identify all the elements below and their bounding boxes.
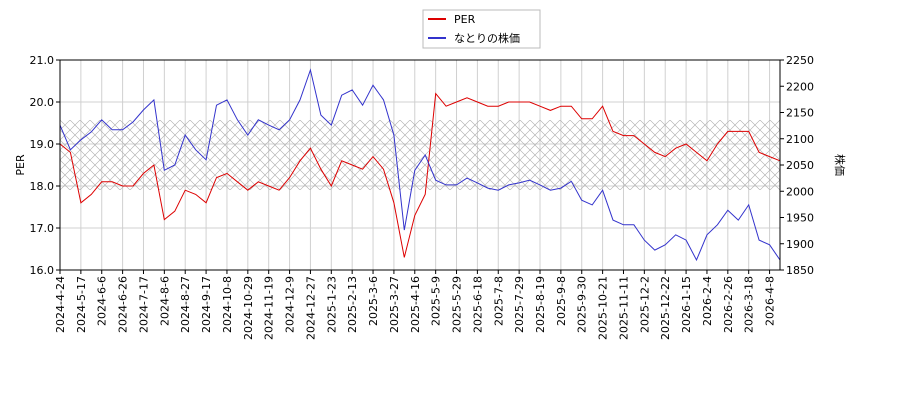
y2-tick-label: 2200 xyxy=(786,80,814,93)
y2-axis-label: 株価 xyxy=(833,154,847,176)
x-tick-label: 2024-10-29 xyxy=(242,276,255,340)
x-tick-label: 2024-12-27 xyxy=(304,276,317,340)
x-tick-label: 2024-4-24 xyxy=(54,276,67,333)
axes: 16.0 17.0 18.0 19.0 20.0 21.0 1850 1900 1950 2000… xyxy=(30,54,815,340)
legend-label: なとりの株価 xyxy=(454,31,520,45)
x-tick-label: 2025-5-29 xyxy=(451,276,464,333)
x-tick-label: 2025-8-19 xyxy=(534,276,547,333)
x-tick-label: 2025-9-30 xyxy=(576,276,589,333)
y-tick-label: 19.0 xyxy=(30,138,55,151)
lines xyxy=(59,68,781,262)
y2-tick-label: 1900 xyxy=(786,238,814,251)
y2-tick-label: 1850 xyxy=(786,264,814,277)
hatched-band xyxy=(60,120,780,190)
x-tick-label: 2025-12-2 xyxy=(638,276,651,333)
y-axis-label: PER xyxy=(14,154,27,176)
x-tick-label: 2024-11-19 xyxy=(263,276,276,340)
y2-tick-label: 2050 xyxy=(786,159,814,172)
x-tick-label: 2025-7-8 xyxy=(492,276,505,326)
y2-tick-label: 2150 xyxy=(786,107,814,120)
x-tick-label: 2024-8-27 xyxy=(179,276,192,333)
x-tick-label: 2026-2-4 xyxy=(701,276,714,326)
y-tick-label: 21.0 xyxy=(30,54,55,67)
x-tick-label: 2024-9-17 xyxy=(200,276,213,333)
x-tick-label: 2025-7-29 xyxy=(513,276,526,333)
x-tick-label: 2024-10-8 xyxy=(221,276,234,333)
y-tick-label: 18.0 xyxy=(30,180,55,193)
x-tick-label: 2025-10-21 xyxy=(597,276,610,340)
x-tick-label: 2026-4-8 xyxy=(764,276,777,326)
x-tick-label: 2025-11-11 xyxy=(617,276,630,340)
x-tick-label: 2026-2-26 xyxy=(722,276,735,333)
x-tick-label: 2025-1-23 xyxy=(325,276,338,333)
x-tick-label: 2025-2-13 xyxy=(346,276,359,333)
x-tick-label: 2024-6-6 xyxy=(96,276,109,326)
y2-tick-label: 2250 xyxy=(786,54,814,67)
x-tick-label: 2025-3-27 xyxy=(388,276,401,333)
y2-tick-label: 2000 xyxy=(786,185,814,198)
x-tick-label: 2026-3-18 xyxy=(743,276,756,333)
x-tick-label: 2025-6-18 xyxy=(471,276,484,333)
y2-tick-label: 2100 xyxy=(786,133,814,146)
legend-box xyxy=(422,9,541,49)
y-tick-label: 16.0 xyxy=(30,264,55,277)
x-tick-label: 2026-1-15 xyxy=(680,276,693,333)
x-tick-label: 2024-7-17 xyxy=(137,276,150,333)
y2-tick-label: 1950 xyxy=(786,212,814,225)
legend-label: PER xyxy=(454,13,476,26)
series-line xyxy=(59,68,781,262)
y-tick-label: 20.0 xyxy=(30,96,55,109)
y-tick-label: 17.0 xyxy=(30,222,55,235)
x-tick-label: 2025-4-16 xyxy=(409,276,422,333)
x-tick-label: 2025-12-22 xyxy=(659,276,672,340)
legend: PER なとりの株価 xyxy=(428,13,520,45)
series-line xyxy=(59,92,781,258)
x-tick-label: 2025-9-8 xyxy=(555,276,568,326)
x-tick-label: 2025-5-9 xyxy=(430,276,443,326)
x-tick-label: 2024-8-6 xyxy=(158,276,171,326)
x-tick-label: 2024-6-26 xyxy=(117,276,130,333)
x-tick-label: 2024-12-9 xyxy=(284,276,297,333)
x-tick-label: 2024-5-17 xyxy=(75,276,88,333)
x-tick-label: 2025-3-6 xyxy=(367,276,380,326)
